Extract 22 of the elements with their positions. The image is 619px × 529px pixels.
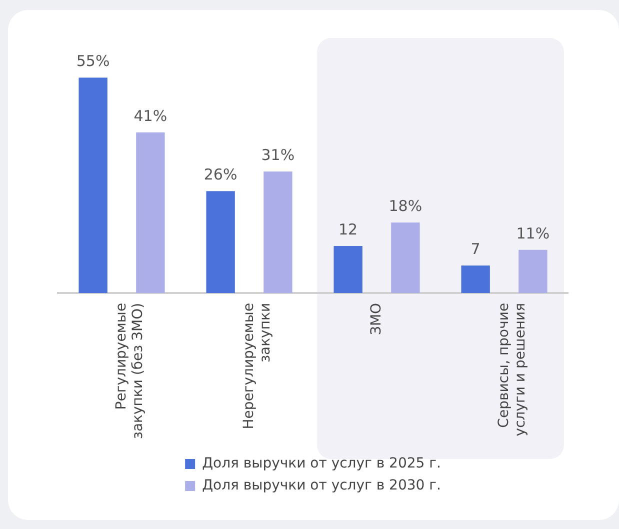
data-label: 7 xyxy=(470,240,480,258)
bar xyxy=(518,250,548,293)
bar xyxy=(206,191,235,293)
bar xyxy=(78,78,108,293)
x-tick-label: Сервисы, прочие услуги и решения xyxy=(496,302,529,436)
data-label: 55% xyxy=(76,52,110,70)
x-tick-label: Регулируемые закупки (без ЗМО) xyxy=(113,302,146,439)
x-tick-label: Нерегулируемые закупки xyxy=(240,302,274,430)
data-label: 11% xyxy=(516,224,550,242)
data-label: 31% xyxy=(261,146,295,164)
bar xyxy=(136,132,165,293)
bar xyxy=(264,172,292,293)
bar xyxy=(334,246,362,293)
legend-label: Доля выручки от услуг в 2025 г. xyxy=(202,456,441,472)
data-label: 26% xyxy=(204,166,238,184)
data-label: 41% xyxy=(134,106,168,125)
bar xyxy=(461,266,490,293)
x-tick-label: ЗМО xyxy=(368,302,384,336)
bar xyxy=(391,222,420,293)
legend-label: Доля выручки от услуг в 2030 г. xyxy=(202,478,441,494)
data-label: 18% xyxy=(388,196,422,215)
data-label: 12 xyxy=(338,220,358,238)
